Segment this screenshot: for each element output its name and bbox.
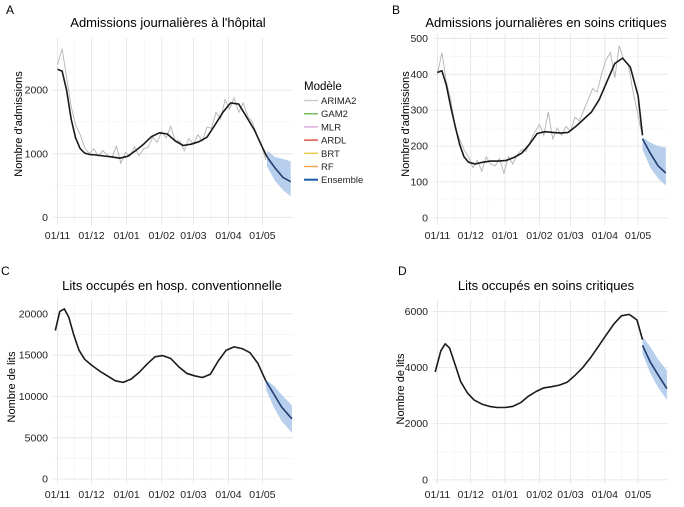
panel-b-x-tick-label: 01/02 xyxy=(526,230,552,242)
panel-b-y-tick-label: 500 xyxy=(410,33,428,45)
panel-d-y-tick-label: 2000 xyxy=(405,418,429,430)
panel-c-forecast-line xyxy=(265,380,293,420)
panel-b-x-tick-label: 01/04 xyxy=(592,230,618,242)
panel-d-x-tick-label: 01/01 xyxy=(492,489,518,501)
panel-b-y-tick-label: 400 xyxy=(410,69,428,81)
panel-a-x-tick-label: 01/12 xyxy=(78,230,104,242)
panel-a-x-tick-label: 01/03 xyxy=(180,230,206,242)
panel-b-x-tick-label: 01/11 xyxy=(425,230,451,242)
panel-b-label: B xyxy=(392,3,400,17)
panel-c-plot-area: 0 5000 10000 15000 20000 01/11 01/12 01/01 01/02… xyxy=(19,299,293,501)
panel-a-x-tick-label: 01/05 xyxy=(249,230,275,242)
panel-b-y-tick-label: 300 xyxy=(410,105,428,117)
panel-a-x-tick-label: 01/01 xyxy=(113,230,139,242)
panel-c-x-tick-label: 01/05 xyxy=(249,489,275,501)
panel-c-y-tick-label: 0 xyxy=(42,474,48,486)
panel-d-y-tick-label: 6000 xyxy=(405,306,429,318)
legend-label-gam2: GAM2 xyxy=(321,109,348,120)
panel-c-x-tick-label: 01/03 xyxy=(180,489,206,501)
panel-d: D Lits occupés en soins critiques Nombre… xyxy=(395,264,668,501)
panel-c-y-tick-label: 5000 xyxy=(25,432,49,444)
panel-b-observed-series xyxy=(436,45,642,175)
panel-a-x-tick-label: 01/04 xyxy=(215,230,241,242)
panel-d-label: D xyxy=(398,264,407,278)
panel-b-ensemble-line xyxy=(437,57,644,165)
panel-c-title: Lits occupés en hosp. conventionnelle xyxy=(62,278,282,293)
panel-b-y-axis-label: Nombre d'admissions xyxy=(400,71,412,177)
panel-d-plot-area: 0 2000 4000 6000 01/11 01/12 01/01 01/02 01/03 01… xyxy=(405,299,668,501)
panel-a-forecast-line xyxy=(266,156,292,183)
panel-a-y-tick-label: 1000 xyxy=(25,148,49,160)
panel-a-y-tick-label: 2000 xyxy=(25,85,49,97)
legend-label-rf: RF xyxy=(321,162,334,173)
panel-b-title: Admissions journalières en soins critiqu… xyxy=(425,15,667,30)
panel-a-x-tick-label: 01/02 xyxy=(149,230,175,242)
panel-b-y-tick-label: 0 xyxy=(422,212,428,224)
legend-title: Modèle xyxy=(304,81,342,93)
panel-b-x-tick-label: 01/12 xyxy=(458,230,484,242)
panel-b-x-tick-label: 01/03 xyxy=(557,230,583,242)
panel-a-plot-area: 0 1000 2000 01/11 01/12 01/01 01/02 01/03 01/04 0… xyxy=(25,38,293,242)
panel-d-x-tick-label: 01/12 xyxy=(458,489,484,501)
panel-a: A Admissions journalières à l'hôpital No… xyxy=(6,3,293,242)
panel-c-y-axis-label: Nombre de lits xyxy=(6,351,18,422)
panel-a-y-tick-label: 0 xyxy=(42,212,48,224)
panel-d-x-tick-label: 01/02 xyxy=(526,489,552,501)
panel-d-x-tick-label: 01/03 xyxy=(557,489,583,501)
panel-b-x-tick-label: 01/01 xyxy=(492,230,518,242)
panel-a-label: A xyxy=(6,3,14,17)
panel-b-y-tick-label: 200 xyxy=(410,141,428,153)
panel-c-x-tick-label: 01/02 xyxy=(149,489,175,501)
legend-label-ensemble: Ensemble xyxy=(321,175,363,186)
panel-b: B Admissions journalières en soins criti… xyxy=(392,3,668,242)
panel-d-x-tick-label: 01/11 xyxy=(425,489,451,501)
panel-c-x-tick-label: 01/01 xyxy=(113,489,139,501)
panel-c-y-tick-label: 15000 xyxy=(19,350,48,362)
panel-c-y-tick-label: 10000 xyxy=(19,391,48,403)
panel-b-x-tick-label: 01/05 xyxy=(625,230,651,242)
model-legend: Modèle ARIMA2 GAM2 MLR ARDL BRT RF Ensemble xyxy=(304,81,363,186)
panel-d-y-tick-label: 4000 xyxy=(405,362,429,374)
panel-d-title: Lits occupés en soins critiques xyxy=(458,278,635,293)
panel-d-y-axis-label: Nombre de lits xyxy=(395,353,407,424)
panel-a-ensemble-line xyxy=(57,68,268,159)
panel-c: C Lits occupés en hosp. conventionnelle … xyxy=(1,264,293,501)
panel-b-y-tick-label: 100 xyxy=(410,176,428,188)
panel-d-x-tick-label: 01/04 xyxy=(592,489,618,501)
panel-c-ensemble-line xyxy=(54,308,267,384)
panel-c-forecast-interval xyxy=(265,379,292,433)
panel-a-title: Admissions journalières à l'hôpital xyxy=(70,15,266,30)
legend-label-ardl: ARDL xyxy=(321,136,346,147)
panel-a-y-axis-label: Nombre d'admissions xyxy=(13,71,25,177)
panel-d-forecast-line xyxy=(641,344,668,390)
panel-a-x-tick-label: 01/11 xyxy=(45,230,71,242)
panel-a-observed-series xyxy=(57,48,267,165)
panel-d-y-tick-label: 0 xyxy=(422,474,428,486)
panel-c-label: C xyxy=(1,264,10,278)
panel-c-x-tick-label: 01/11 xyxy=(45,489,71,501)
panel-c-y-tick-label: 20000 xyxy=(19,308,48,320)
legend-label-mlr: MLR xyxy=(321,122,341,133)
panel-c-x-tick-label: 01/04 xyxy=(215,489,241,501)
legend-label-arima2: ARIMA2 xyxy=(321,96,356,107)
panel-d-ensemble-line xyxy=(434,313,644,409)
panel-b-plot-area: 0 100 200 300 400 500 01/11 01/12 01/01 01/02 01/0… xyxy=(410,33,668,242)
panel-c-x-tick-label: 01/12 xyxy=(78,489,104,501)
panel-b-forecast-line xyxy=(641,138,667,174)
legend-label-brt: BRT xyxy=(321,149,340,160)
panel-d-x-tick-label: 01/05 xyxy=(625,489,651,501)
